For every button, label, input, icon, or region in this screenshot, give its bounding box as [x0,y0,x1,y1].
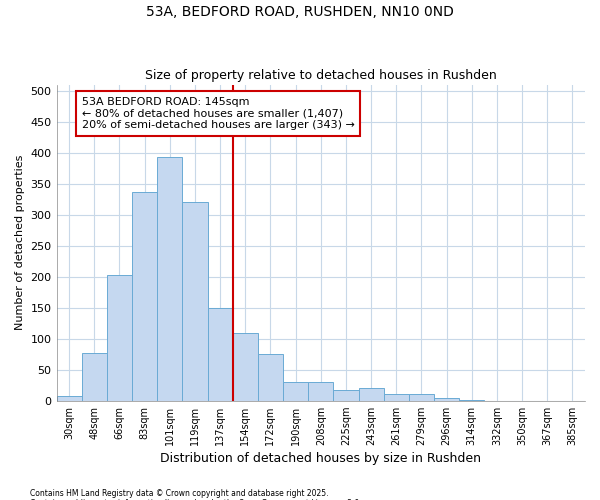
Bar [359,388,383,400]
Text: 53A BEDFORD ROAD: 145sqm
← 80% of detached houses are smaller (1,407)
20% of sem: 53A BEDFORD ROAD: 145sqm ← 80% of detach… [82,97,355,130]
Bar [208,308,233,400]
Bar [434,398,459,400]
Text: Contains public sector information licensed under the Open Government Licence v3: Contains public sector information licen… [30,498,362,500]
Bar [233,332,258,400]
Text: Contains HM Land Registry data © Crown copyright and database right 2025.: Contains HM Land Registry data © Crown c… [30,488,329,498]
Bar [308,382,334,400]
Bar [157,157,182,400]
X-axis label: Distribution of detached houses by size in Rushden: Distribution of detached houses by size … [160,452,481,465]
Bar [132,192,157,400]
Bar [409,394,434,400]
Text: 53A, BEDFORD ROAD, RUSHDEN, NN10 0ND: 53A, BEDFORD ROAD, RUSHDEN, NN10 0ND [146,5,454,19]
Bar [182,202,208,400]
Y-axis label: Number of detached properties: Number of detached properties [15,155,25,330]
Bar [283,382,308,400]
Title: Size of property relative to detached houses in Rushden: Size of property relative to detached ho… [145,69,497,82]
Bar [107,276,132,400]
Bar [383,394,409,400]
Bar [82,353,107,401]
Bar [56,396,82,400]
Bar [334,390,359,400]
Bar [258,354,283,401]
